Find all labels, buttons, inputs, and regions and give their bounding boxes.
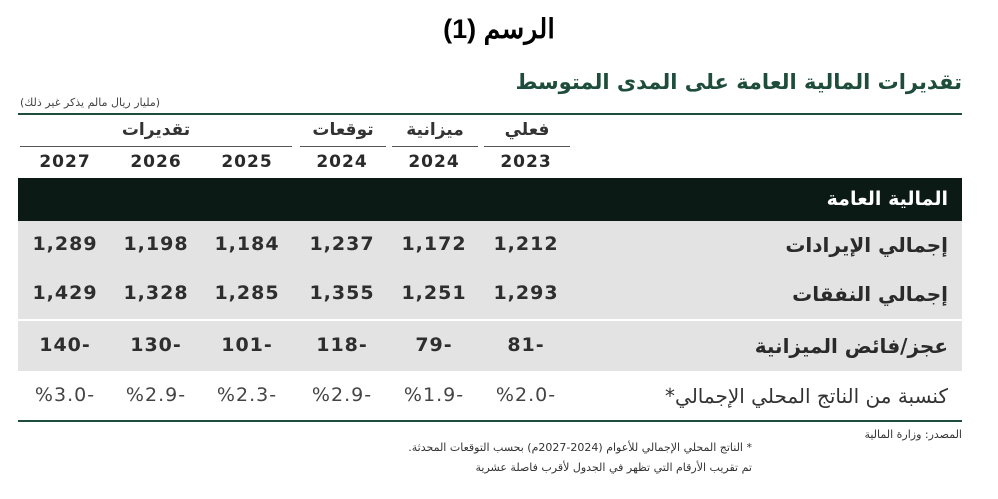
table-cell: 1,212	[493, 233, 559, 255]
row-label-revenues: إجمالي الإيرادات	[785, 233, 948, 257]
row-label-expenditures: إجمالي النفقات	[792, 282, 948, 306]
table-cell: 130-	[130, 334, 182, 356]
table-cell: 101-	[221, 334, 273, 356]
table-cell: 1,198	[123, 233, 189, 255]
table-row: كنسبة من الناتج المحلي الإجمالي* %3.0- %…	[18, 372, 962, 420]
table-row: إجمالي النفقات 1,429 1,328 1,285 1,355 1…	[18, 270, 962, 319]
header-actual: فعلي	[504, 120, 550, 140]
table-cell: 1,429	[32, 282, 98, 304]
table-cell: 1,237	[309, 233, 375, 255]
table-cell: 1,293	[493, 282, 559, 304]
header-forecast: توقعات	[312, 120, 374, 140]
table-cell: 1,355	[309, 282, 375, 304]
figure-title: الرسم (1)	[443, 14, 555, 44]
row-label-gdp-ratio: كنسبة من الناتج المحلي الإجمالي*	[665, 384, 948, 408]
table-cell: 1,251	[401, 282, 467, 304]
table-cell: 1,184	[214, 233, 280, 255]
table-cell: %2.0-	[495, 384, 557, 406]
year-header: 2024	[408, 152, 460, 172]
row-label-deficit: عجز/فائض الميزانية	[754, 334, 948, 358]
section-header-label: المالية العامة	[826, 188, 948, 210]
section-header-row: المالية العامة	[18, 178, 962, 221]
year-header: 2027	[39, 152, 91, 172]
table-cell: %3.0-	[34, 384, 96, 406]
table-cell: 1,285	[214, 282, 280, 304]
table-cell: 79-	[415, 334, 453, 356]
table-cell: 1,289	[32, 233, 98, 255]
header-estimates: تقديرات	[121, 120, 191, 140]
source-note: المصدر: وزارة المالية	[864, 428, 962, 441]
footnote-gdp: * الناتج المحلي الإجمالي للأعوام (2024-2…	[408, 441, 752, 454]
table-cell: 140-	[39, 334, 91, 356]
header-budget: ميزانية	[406, 120, 464, 140]
table-title: تقديرات المالية العامة على المدى المتوسط	[515, 70, 962, 94]
table-row: عجز/فائض الميزانية 140- 130- 101- 118- 7…	[18, 321, 962, 371]
table-cell: 1,328	[123, 282, 189, 304]
table-cell: %2.3-	[216, 384, 278, 406]
table-cell: %1.9-	[403, 384, 465, 406]
group-line-actual	[484, 146, 570, 147]
table-cell: 81-	[507, 334, 545, 356]
top-rule	[18, 113, 962, 115]
table-cell: 1,172	[401, 233, 467, 255]
footnote-rounding: تم تقريب الأرقام التي تظهر في الجدول لأق…	[475, 461, 752, 474]
table-cell: 118-	[316, 334, 368, 356]
unit-note: (مليار ريال مالم يذكر غير ذلك)	[20, 96, 161, 109]
bottom-rule	[18, 420, 962, 422]
table-cell: %2.9-	[125, 384, 187, 406]
year-header: 2026	[130, 152, 182, 172]
group-line-estimates	[20, 146, 292, 147]
table-cell: %2.9-	[311, 384, 373, 406]
table-row: إجمالي الإيرادات 1,289 1,198 1,184 1,237…	[18, 221, 962, 270]
year-header: 2025	[221, 152, 273, 172]
year-header: 2023	[500, 152, 552, 172]
year-header: 2024	[316, 152, 368, 172]
group-line-budget	[392, 146, 478, 147]
group-line-forecast	[300, 146, 386, 147]
